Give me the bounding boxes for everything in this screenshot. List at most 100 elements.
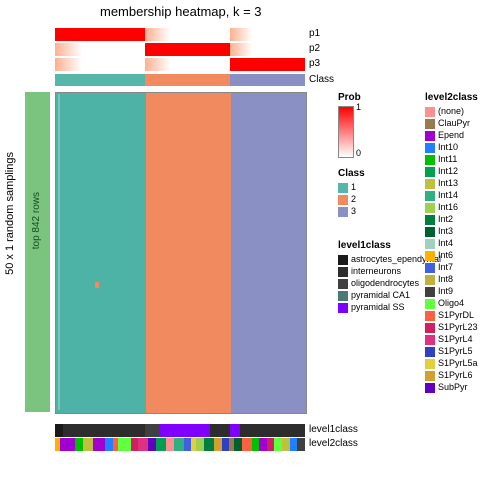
- legend-swatch: [425, 119, 435, 129]
- legend-swatch: [425, 335, 435, 345]
- sampling-bar: [25, 92, 50, 412]
- legend-label: Int13: [438, 178, 458, 189]
- legend-label: Int6: [438, 250, 453, 261]
- legend-swatch: [425, 299, 435, 309]
- legend-label: S1PyrL23: [438, 322, 478, 333]
- legend-swatch: [338, 267, 348, 277]
- legend-item: Int2: [425, 214, 478, 225]
- legend-item: SubPyr: [425, 382, 478, 393]
- legend-item: S1PyrDL: [425, 310, 478, 321]
- legend-swatch: [425, 347, 435, 357]
- legend-label: Int16: [438, 202, 458, 213]
- p-row-label: p3: [309, 58, 320, 69]
- legend-level1-title: level1class: [338, 240, 391, 251]
- p-row-3: [55, 58, 305, 71]
- p-row-label: p2: [309, 43, 320, 54]
- legend-label: oligodendrocytes: [351, 278, 419, 289]
- legend-swatch: [338, 279, 348, 289]
- legend-item: Int6: [425, 250, 478, 261]
- legend-swatch: [425, 311, 435, 321]
- level1-label: level1class: [309, 424, 358, 435]
- legend-prob-gradient: [338, 106, 354, 158]
- legend-swatch: [425, 131, 435, 141]
- legend-label: SubPyr: [438, 382, 468, 393]
- legend-label: Int8: [438, 274, 453, 285]
- legend-swatch: [338, 291, 348, 301]
- legend-swatch: [338, 195, 348, 205]
- legend-item: 1: [338, 182, 356, 193]
- legend-item: Int8: [425, 274, 478, 285]
- legend-label: ClauPyr: [438, 118, 470, 129]
- legend-swatch: [425, 251, 435, 261]
- level1-bar: [55, 424, 305, 437]
- legend-swatch: [425, 383, 435, 393]
- level2-bar: [55, 438, 305, 451]
- legend-swatch: [425, 239, 435, 249]
- heatmap-body: [55, 92, 307, 414]
- legend-label: 2: [351, 194, 356, 205]
- legend-label: Epend: [438, 130, 464, 141]
- class-bar-label: Class: [309, 74, 334, 85]
- legend-item: Int4: [425, 238, 478, 249]
- legend-item: Int12: [425, 166, 478, 177]
- legend-item: Int7: [425, 262, 478, 273]
- class-bar: [55, 74, 305, 86]
- legend-label: S1PyrDL: [438, 310, 474, 321]
- heatmap-noise: [95, 282, 99, 288]
- legend-prob-min: 0: [356, 148, 361, 158]
- chart-title: membership heatmap, k = 3: [100, 4, 262, 19]
- legend-item: 3: [338, 206, 356, 217]
- legend-label: pyramidal SS: [351, 302, 405, 313]
- legend-label: Int10: [438, 142, 458, 153]
- legend-label: S1PyrL6: [438, 370, 473, 381]
- legend-label: S1PyrL5a: [438, 358, 478, 369]
- legend-swatch: [425, 275, 435, 285]
- legend-label: Int11: [438, 154, 457, 165]
- legend-item: S1PyrL5: [425, 346, 478, 357]
- p-row-1: [55, 28, 305, 41]
- legend-item: Int14: [425, 190, 478, 201]
- legend-item: Oligo4: [425, 298, 478, 309]
- legend-label: Int4: [438, 238, 453, 249]
- legend-item: Int13: [425, 178, 478, 189]
- legend-label: S1PyrL4: [438, 334, 473, 345]
- level2-label: level2class: [309, 438, 358, 449]
- legend-item: Int10: [425, 142, 478, 153]
- legend-swatch: [425, 359, 435, 369]
- legend-label: S1PyrL5: [438, 346, 473, 357]
- legend-item: S1PyrL23: [425, 322, 478, 333]
- legend-label: interneurons: [351, 266, 401, 277]
- legend-class: 123: [338, 181, 356, 218]
- legend-label: 1: [351, 182, 356, 193]
- legend-swatch: [338, 183, 348, 193]
- legend-swatch: [425, 155, 435, 165]
- legend-prob-max: 1: [356, 102, 361, 112]
- legend-swatch: [425, 227, 435, 237]
- p-row-2: [55, 43, 305, 56]
- legend-label: Int14: [438, 190, 458, 201]
- legend-item: (none): [425, 106, 478, 117]
- legend-swatch: [425, 107, 435, 117]
- legend-swatch: [425, 287, 435, 297]
- legend-item: S1PyrL4: [425, 334, 478, 345]
- legend-swatch: [425, 203, 435, 213]
- legend-label: pyramidal CA1: [351, 290, 410, 301]
- legend-label: 3: [351, 206, 356, 217]
- legend-swatch: [425, 143, 435, 153]
- legend-swatch: [425, 263, 435, 273]
- rows-label-inner: top 842 rows: [31, 192, 42, 249]
- legend-swatch: [425, 215, 435, 225]
- legend-label: (none): [438, 106, 464, 117]
- legend-label: Int2: [438, 214, 453, 225]
- legend-item: Int3: [425, 226, 478, 237]
- legend-item: Int16: [425, 202, 478, 213]
- legend-label: Int7: [438, 262, 453, 273]
- legend-item: 2: [338, 194, 356, 205]
- legend-label: Int3: [438, 226, 453, 237]
- legend-label: Int9: [438, 286, 453, 297]
- legend-class-title: Class: [338, 168, 365, 179]
- legend-swatch: [338, 207, 348, 217]
- legend-swatch: [425, 371, 435, 381]
- legend-item: S1PyrL5a: [425, 358, 478, 369]
- legend-item: S1PyrL6: [425, 370, 478, 381]
